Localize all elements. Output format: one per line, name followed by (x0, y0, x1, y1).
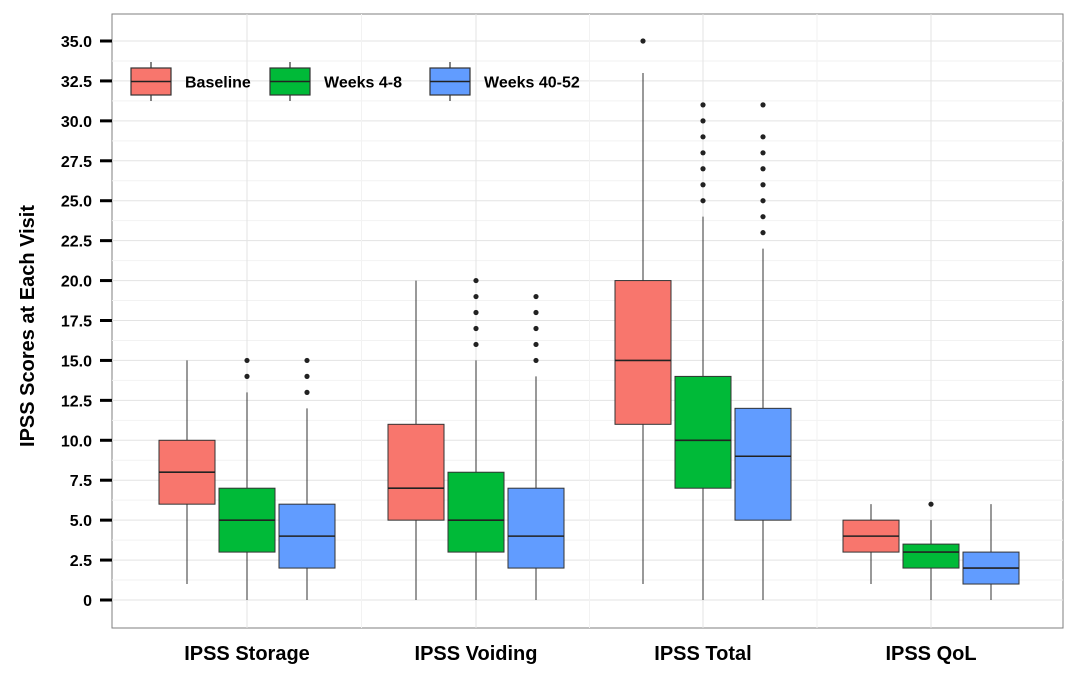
y-tick-label: 22.5 (61, 234, 92, 251)
y-tick-label: 15.0 (61, 353, 92, 370)
y-tick-label: 35.0 (61, 34, 92, 51)
outlier-point (533, 293, 539, 300)
outlier-point (304, 373, 310, 379)
outlier-point (760, 230, 766, 236)
y-tick-label: 5.0 (70, 513, 92, 530)
outlier-point (760, 198, 766, 204)
outlier-point (700, 182, 706, 188)
x-tick-label: IPSS Storage (184, 643, 310, 665)
box-weeks-40-52-1 (507, 293, 565, 600)
legend-item: Weeks 40-52 (429, 62, 580, 101)
outlier-point (700, 102, 706, 108)
outlier-point (533, 325, 539, 332)
box-body (387, 423, 445, 521)
box-body (902, 543, 960, 569)
outlier-point (533, 357, 539, 364)
grid-lines (112, 14, 1063, 628)
y-axis-label: IPSS Scores at Each Visit (17, 205, 39, 447)
box-weeks-4-8-0 (218, 357, 276, 600)
legend: Baseline Weeks 4-8 Weeks 40-52 (130, 62, 580, 101)
box-baseline-2 (614, 38, 672, 585)
box-baseline-0 (158, 360, 216, 585)
y-tick-label: 0 (83, 593, 92, 610)
outlier-point (244, 357, 250, 364)
legend-item: Weeks 4-8 (269, 62, 402, 101)
legend-item: Baseline (130, 62, 251, 101)
y-tick-label: 7.5 (70, 473, 92, 490)
outlier-point (244, 373, 250, 379)
outlier-point (700, 118, 706, 124)
box-weeks-40-52-3 (962, 504, 1020, 600)
box-body (614, 280, 672, 425)
outlier-point (533, 341, 539, 348)
y-tick-label: 2.5 (70, 553, 92, 570)
outlier-point (760, 182, 766, 188)
box-weeks-4-8-1 (447, 277, 505, 600)
outlier-point (700, 150, 706, 156)
legend-label: Baseline (185, 75, 251, 92)
box-weeks-40-52-2 (734, 102, 792, 600)
box-weeks-4-8-2 (674, 102, 732, 600)
outlier-point (473, 277, 479, 284)
outlier-point (304, 389, 310, 395)
outlier-point (760, 102, 766, 108)
outlier-point (760, 150, 766, 156)
outlier-point (473, 293, 479, 300)
box-weeks-40-52-0 (278, 357, 336, 600)
box-weeks-4-8-3 (902, 501, 960, 600)
outlier-point (700, 166, 706, 172)
outlier-point (473, 341, 479, 348)
box-body (447, 471, 505, 553)
outlier-point (640, 38, 646, 44)
outlier-point (473, 325, 479, 332)
outlier-point (928, 501, 934, 507)
outlier-point (700, 198, 706, 204)
box-body (507, 487, 565, 569)
y-axis: 0 2.5 5.0 7.5 10.0 12.5 15.0 17.5 20.0 22.5 25.0 27… (61, 34, 112, 610)
y-tick-label: 17.5 (61, 314, 92, 331)
outlier-point (760, 134, 766, 140)
y-tick-label: 10.0 (61, 433, 92, 450)
legend-label: Weeks 4-8 (324, 75, 402, 92)
box-baseline-3 (842, 504, 900, 585)
x-axis: IPSS Storage IPSS Voiding IPSS Total IPSS Q… (184, 643, 976, 665)
outlier-point (304, 357, 310, 364)
x-tick-label: IPSS QoL (885, 643, 976, 665)
y-tick-label: 12.5 (61, 393, 92, 410)
x-tick-label: IPSS Voiding (415, 643, 538, 665)
outlier-point (760, 214, 766, 220)
box-baseline-1 (387, 280, 445, 600)
outlier-point (700, 134, 706, 140)
y-tick-label: 27.5 (61, 154, 92, 171)
box-groups (158, 38, 1020, 600)
y-tick-label: 20.0 (61, 274, 92, 291)
y-tick-label: 30.0 (61, 114, 92, 131)
outlier-point (760, 166, 766, 172)
outlier-point (533, 309, 539, 316)
legend-label: Weeks 40-52 (484, 75, 580, 92)
x-tick-label: IPSS Total (654, 643, 751, 665)
box-body (674, 375, 732, 489)
y-tick-label: 32.5 (61, 74, 92, 91)
y-tick-label: 25.0 (61, 194, 92, 211)
box-body (734, 407, 792, 521)
outlier-point (473, 309, 479, 316)
